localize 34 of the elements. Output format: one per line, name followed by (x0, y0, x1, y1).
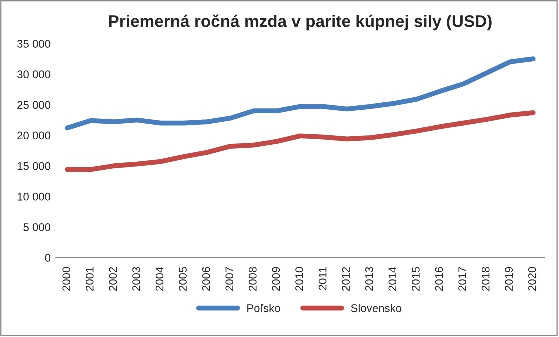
y-tick-label: 10 000 (18, 192, 51, 201)
x-tick-label: 2004 (156, 267, 164, 291)
x-tick-label: 2002 (109, 267, 118, 291)
y-tick-label: 20 000 (18, 132, 51, 140)
y-tick-label: 25 000 (18, 101, 51, 110)
x-tick-label: 2005 (179, 267, 187, 291)
x-tick-label: 2013 (365, 267, 374, 291)
x-tick-label: 2019 (505, 267, 514, 291)
line-series (65, 56, 536, 131)
x-tick-label: 2006 (202, 267, 210, 291)
x-tick-label: 2014 (388, 267, 397, 291)
y-tick-label: 0 (45, 254, 51, 262)
x-tick-label: 2015 (412, 267, 420, 291)
x-tick-label: 2003 (132, 267, 140, 291)
x-tick-label: 2012 (342, 267, 350, 291)
x-tick-label: 2001 (86, 267, 94, 291)
x-tick-label: 2016 (435, 267, 444, 291)
x-tick-label: 2010 (296, 267, 304, 291)
legend-label: Poľsko (248, 304, 280, 312)
y-tick-label: 35 000 (17, 40, 51, 48)
x-tick-label: 2018 (482, 267, 490, 291)
x-tick-label: 2009 (272, 267, 280, 291)
y-tick-label: 15 000 (18, 162, 51, 170)
x-tick-label: 2000 (62, 267, 71, 291)
x-tick-label: 2007 (226, 267, 234, 291)
chart-title: Priemerná ročná mzda v parite kúpnej sily (USD) (109, 14, 492, 31)
x-tick-label: 2008 (248, 267, 257, 291)
legend-label: Slovensko (351, 304, 402, 312)
y-tick-label: 30 000 (17, 70, 51, 79)
y-tick-label: 5 000 (24, 224, 51, 232)
x-tick-label: 2017 (458, 267, 466, 291)
x-tick-label: 2020 (528, 267, 536, 291)
line-series (65, 110, 536, 172)
x-tick-label: 2011 (318, 267, 327, 290)
